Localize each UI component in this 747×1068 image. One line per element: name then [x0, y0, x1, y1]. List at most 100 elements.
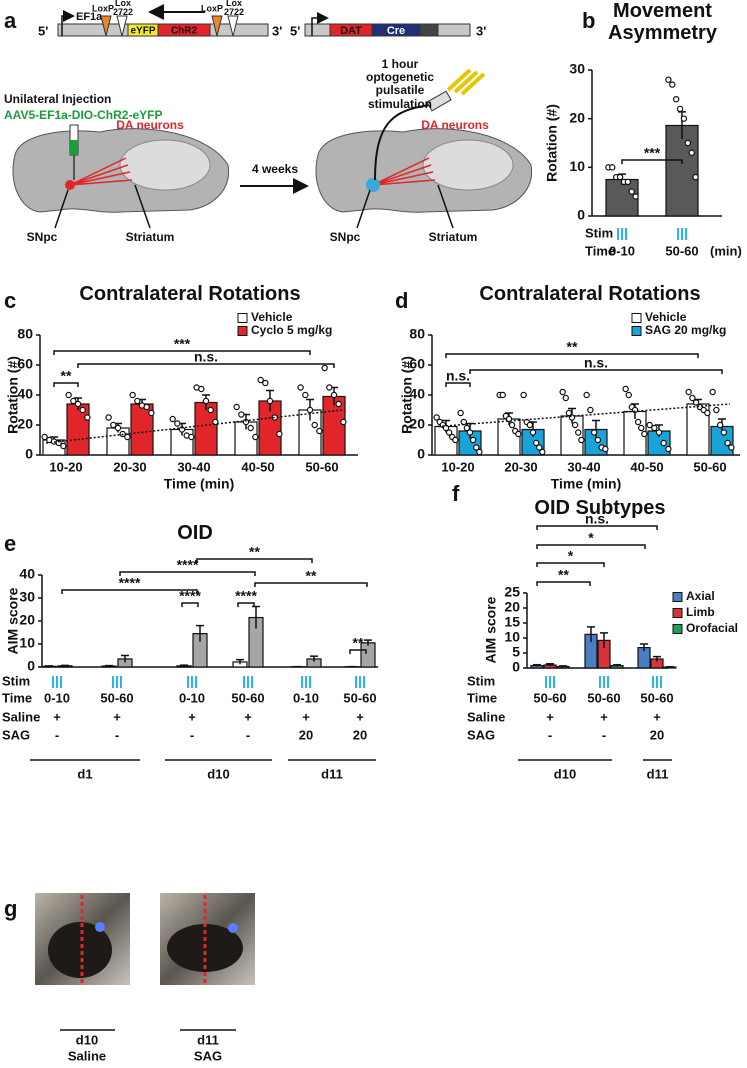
panel-label: f	[452, 481, 460, 506]
legend-label: Vehicle	[645, 310, 687, 324]
stimulation-label: 1 hour optogenetic pulsatile stimulation	[366, 57, 434, 111]
end-label: 5'	[38, 23, 48, 38]
x-axis-label: Time (min)	[551, 476, 622, 492]
data-point	[562, 394, 569, 402]
data-point	[724, 439, 731, 447]
significance-bracket	[61, 589, 198, 594]
y-tick-label: 30	[569, 61, 585, 77]
data-point	[473, 444, 480, 451]
end-label: 3'	[272, 23, 282, 38]
data-point	[594, 436, 602, 444]
row-value: +	[113, 709, 121, 724]
data-point	[174, 420, 181, 427]
row-value: -	[55, 727, 59, 742]
data-point	[266, 397, 274, 405]
chart-title: Contralateral Rotations	[479, 283, 701, 305]
data-point	[669, 81, 676, 88]
significance-label: **	[567, 339, 578, 355]
brain-after	[315, 68, 533, 229]
x-tick-label: 20-30	[504, 459, 537, 474]
data-point	[499, 391, 506, 399]
y-tick-label: 80	[409, 326, 425, 342]
data-point	[148, 409, 155, 417]
significance-bracket	[349, 649, 367, 654]
data-point	[178, 426, 186, 433]
data-point	[609, 164, 616, 171]
data-point	[302, 391, 309, 399]
data-point	[55, 439, 62, 447]
row-label: Stim	[585, 225, 613, 240]
data-point	[134, 397, 141, 405]
site-label: Lox 2722	[223, 0, 245, 17]
data-point	[469, 436, 477, 444]
gene-label: Cre	[387, 25, 405, 37]
significance-label: *	[588, 530, 594, 546]
data-point	[565, 409, 573, 417]
row-value: +	[244, 709, 252, 724]
y-tick-label: 0	[512, 659, 520, 675]
data-point	[124, 433, 131, 441]
y-tick-label: 10	[569, 158, 585, 174]
data-point	[330, 391, 338, 399]
region-label: SNpc	[330, 230, 361, 244]
legend-label: Cyclo 5 mg/kg	[251, 323, 332, 337]
loxp-site	[100, 15, 112, 37]
gene-segment	[157, 23, 211, 37]
row-value: 20	[650, 727, 664, 742]
chart-title: OID	[177, 522, 213, 544]
promoter-label: DAT	[340, 25, 362, 37]
x-tick-label: 20-30	[113, 459, 146, 474]
x-tick-label: 10-20	[49, 459, 82, 474]
significance-label: ****	[177, 557, 199, 573]
significance-bracket	[237, 602, 255, 607]
data-point	[559, 388, 566, 396]
data-point	[634, 418, 642, 426]
data-point	[624, 178, 632, 186]
gene-label: eYFP	[130, 26, 155, 37]
data-point	[463, 424, 471, 432]
y-tick-label: 10	[504, 629, 520, 645]
data-point	[41, 433, 48, 441]
promoter-arrow	[61, 10, 75, 36]
legend-label: SAG 20 mg/kg	[645, 323, 726, 337]
data-point	[79, 406, 86, 414]
data-point	[262, 379, 269, 387]
significance-bracket	[536, 525, 658, 530]
photo-day: d10	[76, 1032, 98, 1047]
y-tick-label: 40	[17, 386, 33, 402]
significance-label: n.s.	[585, 511, 609, 527]
x-tick-label: 50-60	[343, 690, 376, 705]
panel-label: a	[4, 8, 17, 33]
interval-label: 4 weeks	[252, 162, 298, 176]
x-tick-label: 50-60	[231, 690, 264, 705]
row-label: Time	[585, 243, 615, 258]
photo-treatment: SAG	[194, 1048, 222, 1063]
y-tick-label: 10	[19, 635, 35, 651]
data-point	[536, 444, 543, 451]
data-point	[326, 384, 333, 391]
end-label: 5'	[290, 23, 300, 38]
unit-label: (min)	[710, 243, 742, 258]
row-value: 20	[353, 727, 367, 742]
x-tick-label: 50-60	[693, 459, 726, 474]
y-tick-label: 40	[409, 386, 425, 402]
y-tick-label: 0	[577, 207, 585, 223]
data-point	[311, 421, 318, 429]
promoter-label: EF1a	[76, 11, 103, 23]
significance-label: ****	[235, 588, 257, 604]
x-tick-label: 30-40	[567, 459, 600, 474]
chart-title: Movement Asymmetry	[608, 0, 717, 44]
x-tick-label: 0-10	[44, 690, 70, 705]
data-point	[105, 414, 112, 421]
legend-swatch	[631, 326, 642, 336]
data-point	[233, 403, 240, 411]
y-tick-label: 80	[17, 326, 33, 342]
data-point	[728, 444, 735, 451]
gene-segment	[419, 23, 439, 37]
legend-label: Vehicle	[251, 310, 293, 324]
data-point	[665, 445, 672, 453]
photo-treatment: Saline	[68, 1048, 106, 1063]
legend-swatch	[631, 313, 642, 323]
data-point	[457, 409, 464, 417]
